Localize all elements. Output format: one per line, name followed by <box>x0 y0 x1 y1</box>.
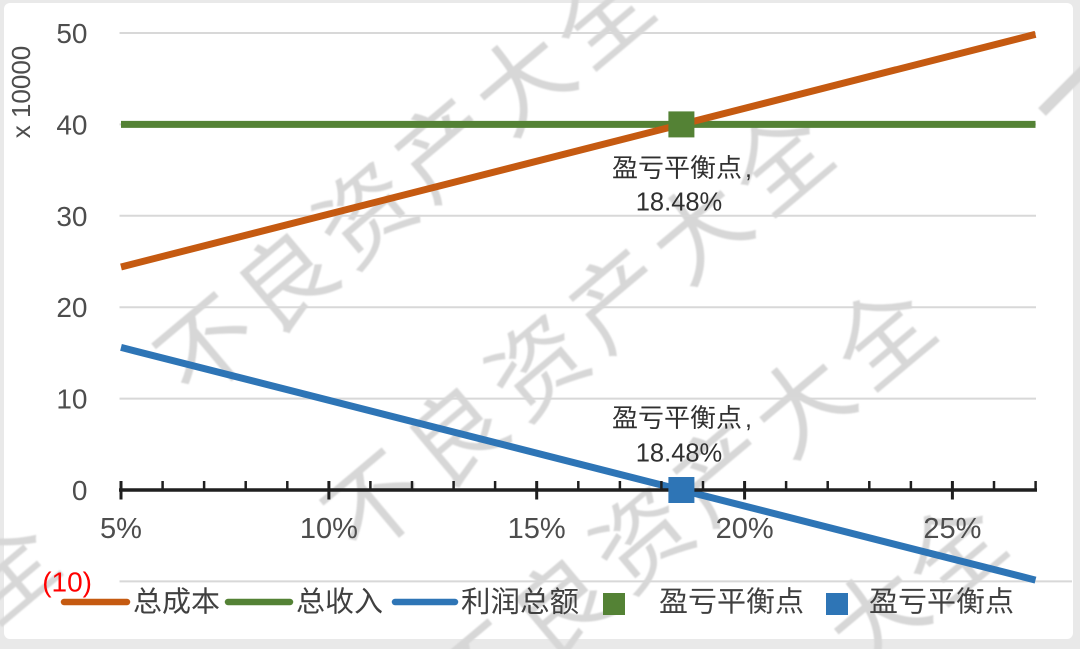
svg-text:,: , <box>745 405 752 433</box>
svg-text:25%: 25% <box>923 513 981 545</box>
svg-text:40: 40 <box>56 109 87 140</box>
svg-text:0: 0 <box>72 475 88 506</box>
svg-text:5%: 5% <box>100 513 142 545</box>
svg-text:50: 50 <box>56 18 87 49</box>
svg-text:18.48%: 18.48% <box>636 440 723 468</box>
svg-text:,: , <box>745 155 752 183</box>
svg-text:18.48%: 18.48% <box>636 189 723 217</box>
svg-text:30: 30 <box>56 201 87 232</box>
svg-text:10%: 10% <box>300 513 358 545</box>
svg-text:x 10000: x 10000 <box>6 46 36 139</box>
svg-text:20%: 20% <box>716 513 774 545</box>
svg-text:10: 10 <box>56 384 87 415</box>
svg-text:20: 20 <box>56 292 87 323</box>
svg-text:(10): (10) <box>42 566 92 597</box>
svg-text:15%: 15% <box>508 513 566 545</box>
